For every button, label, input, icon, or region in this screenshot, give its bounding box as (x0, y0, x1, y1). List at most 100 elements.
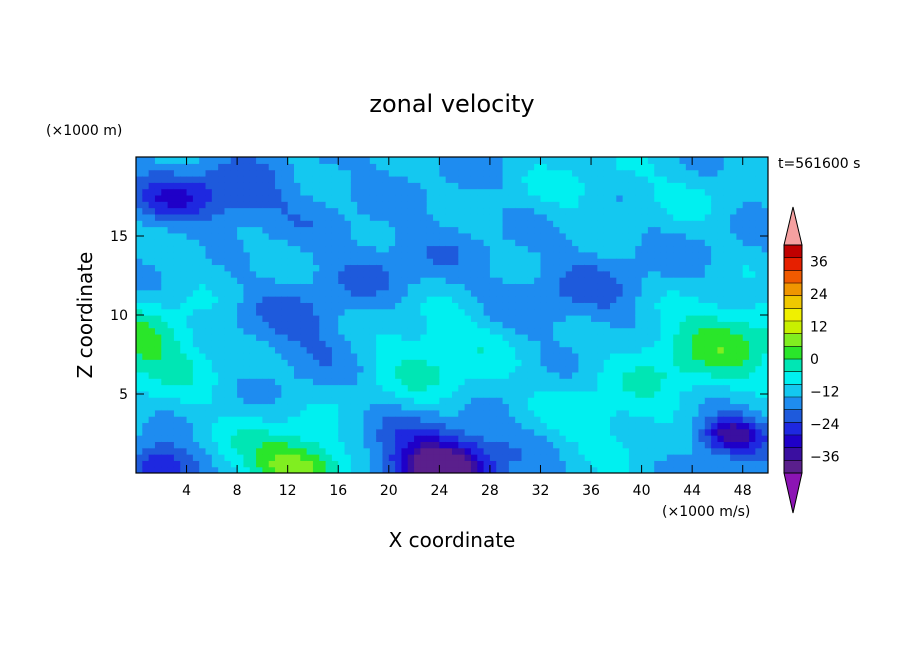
heatmap-cell (154, 201, 162, 209)
heatmap-cell (363, 277, 371, 284)
heatmap-cell (136, 182, 143, 190)
heatmap-cell (559, 226, 567, 234)
heatmap-cell (679, 277, 687, 284)
heatmap-cell (755, 441, 763, 449)
heatmap-cell (502, 422, 510, 430)
heatmap-cell (401, 157, 409, 164)
heatmap-cell (584, 346, 592, 354)
heatmap-cell (148, 397, 156, 405)
heatmap-cell (148, 258, 156, 266)
heatmap-cell (237, 188, 245, 196)
heatmap-cell (515, 201, 523, 209)
heatmap-cell (723, 378, 731, 386)
heatmap-cell (717, 245, 725, 253)
heatmap-cell (294, 201, 301, 209)
heatmap-cell (540, 232, 548, 240)
heatmap-cell (458, 232, 466, 240)
heatmap-cell (673, 283, 681, 291)
heatmap-cell (515, 333, 523, 341)
heatmap-cell (331, 157, 339, 164)
heatmap-cell (439, 182, 447, 190)
heatmap-cell (420, 226, 428, 234)
heatmap-cell (553, 409, 561, 417)
heatmap-cell (338, 346, 346, 354)
heatmap-cell (180, 245, 188, 253)
heatmap-cell (388, 403, 396, 411)
heatmap-cell (192, 416, 200, 424)
heatmap-cell (401, 302, 409, 310)
heatmap-cell (382, 359, 390, 367)
heatmap-cell (610, 447, 617, 455)
heatmap-cell (540, 213, 548, 221)
heatmap-cell (414, 182, 421, 190)
heatmap-cell (395, 220, 403, 228)
heatmap-cell (628, 182, 636, 190)
heatmap-cell (230, 333, 238, 341)
heatmap-cell (730, 220, 737, 228)
heatmap-cell (704, 359, 712, 367)
heatmap-cell (186, 460, 194, 468)
heatmap-cell (420, 283, 428, 291)
heatmap-cell (344, 359, 352, 367)
heatmap-cell (730, 435, 737, 442)
heatmap-cell (407, 321, 415, 329)
heatmap-cell (572, 308, 579, 316)
heatmap-cell (685, 422, 693, 430)
heatmap-cell (224, 384, 232, 392)
heatmap-cell (742, 251, 750, 259)
heatmap-cell (357, 182, 365, 190)
heatmap-cell (565, 428, 573, 436)
heatmap-cell (199, 333, 207, 341)
heatmap-cell (622, 239, 630, 247)
heatmap-cell (698, 251, 706, 259)
heatmap-cell (420, 327, 428, 335)
heatmap-cell (546, 163, 554, 171)
heatmap-cell (224, 466, 232, 473)
heatmap-cell (249, 251, 257, 259)
heatmap-cell (180, 321, 188, 329)
heatmap-cell (237, 289, 245, 297)
heatmap-cell (515, 466, 523, 473)
heatmap-cell (243, 207, 251, 215)
heatmap-cell (616, 264, 624, 272)
heatmap-cell (679, 390, 687, 398)
heatmap-cell (527, 447, 535, 455)
heatmap-cell (445, 416, 453, 424)
heatmap-cell (591, 321, 598, 329)
heatmap-cell (167, 157, 175, 164)
heatmap-cell (281, 194, 289, 202)
heatmap-cell (622, 194, 630, 202)
heatmap-cell (173, 163, 181, 171)
heatmap-cell (610, 283, 617, 291)
heatmap-cell (477, 182, 485, 190)
heatmap-cell (382, 258, 390, 266)
heatmap-cell (679, 194, 687, 202)
heatmap-cell (344, 441, 352, 449)
heatmap-cell (540, 169, 548, 177)
heatmap-cell (262, 378, 270, 386)
heatmap-cell (597, 289, 605, 297)
heatmap-cell (331, 188, 339, 196)
heatmap-cell (559, 232, 567, 240)
heatmap-cell (407, 315, 415, 322)
heatmap-cell (496, 182, 504, 190)
heatmap-cell (407, 447, 415, 455)
heatmap-cell (584, 333, 592, 341)
heatmap-cell (723, 245, 731, 253)
heatmap-cell (610, 315, 617, 322)
heatmap-cell (218, 163, 226, 171)
heatmap-cell (603, 333, 611, 341)
heatmap-cell (597, 277, 605, 284)
heatmap-cell (268, 194, 276, 202)
heatmap-cell (167, 277, 175, 284)
heatmap-cell (205, 283, 213, 291)
heatmap-cell (294, 157, 301, 164)
heatmap-cell (584, 182, 592, 190)
heatmap-cell (641, 194, 649, 202)
heatmap-cell (489, 384, 497, 392)
heatmap-cell (407, 283, 415, 291)
heatmap-cell (660, 466, 668, 473)
heatmap-cell (237, 296, 245, 303)
heatmap-cell (167, 416, 175, 424)
heatmap-cell (161, 289, 169, 297)
